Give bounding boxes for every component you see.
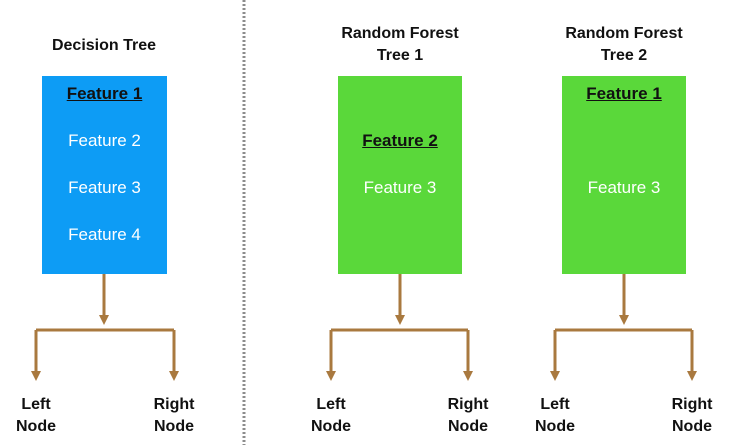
feature-item: Feature 2 bbox=[362, 131, 438, 150]
forest-tree-2-title: Random Forest Tree 2 bbox=[565, 25, 683, 64]
feature-item: Feature 1 bbox=[66, 84, 143, 103]
node-label-line: Right bbox=[671, 396, 713, 413]
node-label-line: Node bbox=[448, 418, 488, 435]
node-label-line: Node bbox=[154, 418, 194, 435]
forest-tree-1-connectors bbox=[326, 274, 473, 381]
forest-tree-2-connectors bbox=[550, 274, 697, 381]
decision-tree-title: Decision Tree bbox=[51, 37, 157, 54]
forest-tree-1-right-node: Right Node bbox=[436, 394, 500, 438]
feature-item: Feature 3 bbox=[587, 178, 661, 197]
node-label-line: Left bbox=[540, 396, 570, 413]
forest-tree-1-feature-box: Feature 2 Feature 3 bbox=[338, 76, 462, 274]
forest-tree-2-left-node: Left Node bbox=[525, 394, 585, 438]
feature-item: Feature 3 bbox=[363, 178, 437, 197]
decision-tree-right-node: Right Node bbox=[142, 394, 206, 438]
forest-tree-1-title: Random Forest Tree 1 bbox=[341, 25, 459, 64]
node-label-line: Node bbox=[16, 418, 56, 435]
forest-tree-1-left-node: Left Node bbox=[301, 394, 361, 438]
decision-tree-feature-box: Feature 1 Feature 2 Feature 3 Feature 4 bbox=[42, 76, 167, 274]
forest-tree-2-right-node: Right Node bbox=[660, 394, 724, 438]
decision-tree-left-node: Left Node bbox=[6, 394, 66, 438]
feature-item: Feature 4 bbox=[68, 225, 141, 244]
node-label-line: Left bbox=[316, 396, 346, 413]
node-label-line: Node bbox=[672, 418, 712, 435]
decision-tree-connectors bbox=[31, 274, 179, 381]
node-label-line: Node bbox=[535, 418, 575, 435]
node-label-line: Left bbox=[21, 396, 51, 413]
feature-item: Feature 1 bbox=[586, 84, 662, 103]
feature-item: Feature 3 bbox=[68, 178, 141, 197]
feature-item: Feature 2 bbox=[68, 131, 141, 150]
node-label-line: Right bbox=[447, 396, 489, 413]
forest-tree-2-feature-box: Feature 1 Feature 3 bbox=[562, 76, 686, 274]
node-label-line: Node bbox=[311, 418, 351, 435]
node-label-line: Right bbox=[153, 396, 195, 413]
